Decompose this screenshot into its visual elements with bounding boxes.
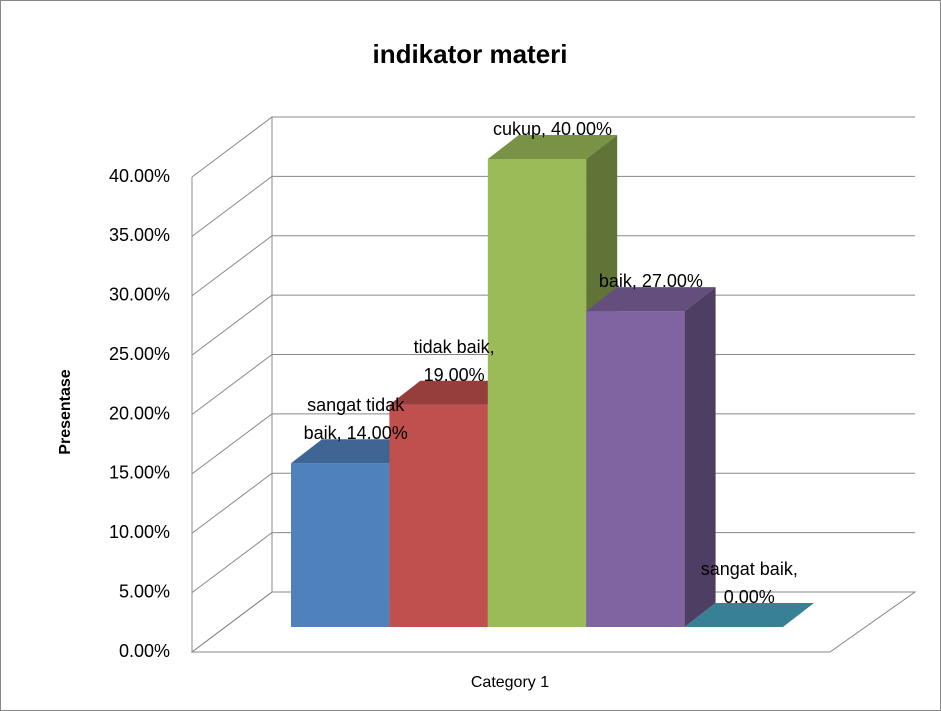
- y-tick-label: 5.00%: [119, 581, 170, 601]
- grid-line: [191, 116, 915, 178]
- y-tick-label: 10.00%: [109, 522, 170, 542]
- data-label: cukup, 40.00%: [492, 119, 613, 139]
- data-label: sangat baik, 0.00%: [700, 559, 798, 607]
- bar-front: [586, 311, 685, 627]
- y-tick-label: 35.00%: [109, 225, 170, 245]
- bar-top: [389, 380, 519, 405]
- y-axis-label: Presentase: [57, 369, 74, 454]
- data-label: sangat tidak baik, 14.00%: [303, 395, 408, 444]
- bar-top: [684, 603, 814, 627]
- bar-top: [586, 287, 716, 312]
- bar: [586, 287, 716, 627]
- y-tick-label: 25.00%: [109, 344, 170, 364]
- bar-side: [684, 287, 716, 627]
- x-tick-label: Category 1: [471, 674, 549, 691]
- chart-title: indikator materi: [372, 39, 567, 69]
- bar-front: [291, 463, 390, 627]
- bar-front: [389, 404, 488, 627]
- y-tick-label: 0.00%: [119, 641, 170, 661]
- data-label: tidak baik, 19.00%: [413, 336, 495, 385]
- bar: [684, 603, 814, 627]
- y-tick-label: 30.00%: [109, 285, 170, 305]
- bar: [291, 439, 421, 627]
- y-tick-label: 15.00%: [109, 463, 170, 483]
- grid-line: [191, 235, 915, 297]
- y-tick-label: 40.00%: [109, 166, 170, 186]
- grid-line: [191, 175, 915, 237]
- data-label: baik, 27.00%: [598, 271, 703, 292]
- bar-top: [291, 439, 421, 464]
- bar-front: [487, 159, 587, 627]
- y-tick-label: 20.00%: [109, 403, 170, 423]
- bar-top: [487, 135, 618, 159]
